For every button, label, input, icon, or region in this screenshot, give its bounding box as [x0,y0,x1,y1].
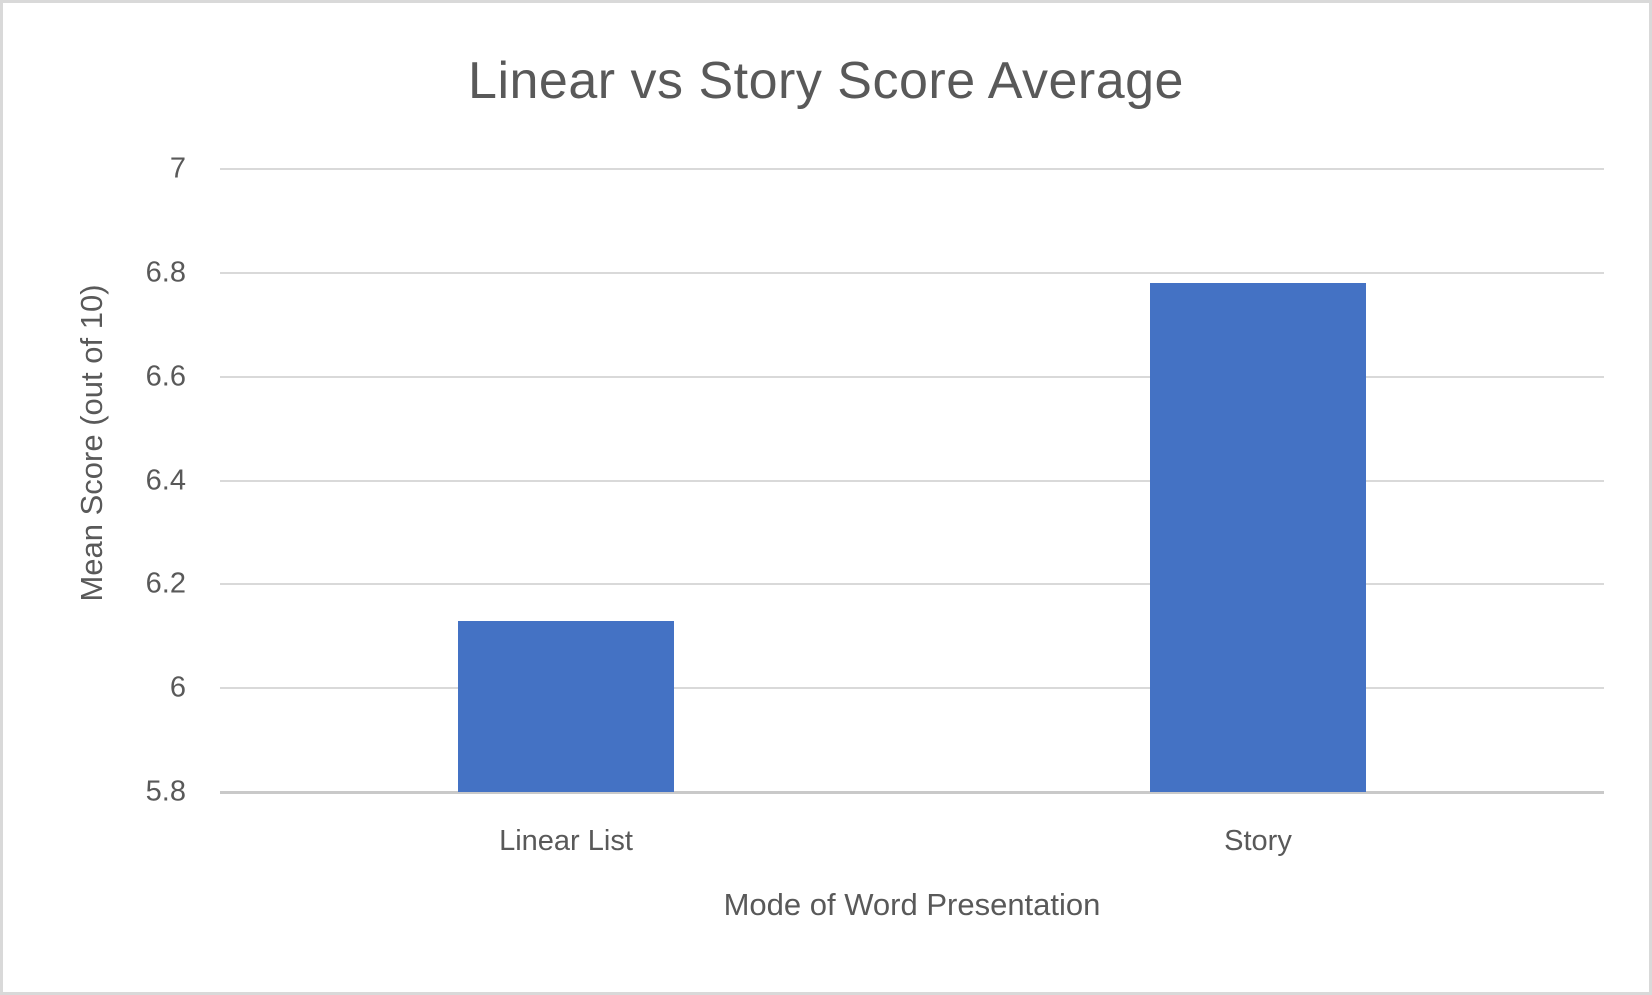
gridline [220,168,1604,170]
x-axis-line [220,791,1604,794]
y-tick-labels: 7 6.8 6.6 6.4 6.2 6 5.8 [63,154,186,806]
gridline [220,271,1604,274]
x-category-label: Linear List [499,825,633,857]
x-category-labels: Linear List Story [220,825,1604,865]
y-tick-label: 6 [169,671,186,704]
gridline [220,687,1604,690]
x-axis-title: Mode of Word Presentation [723,887,1101,922]
gridline [220,583,1604,586]
x-category-label: Story [1224,825,1292,857]
y-tick-label: 6.4 [145,464,186,496]
gridline [220,375,1604,378]
y-tick-label: 6.8 [145,256,186,289]
y-tick-label: 6.2 [145,567,186,600]
y-tick-label: 5.8 [145,775,186,808]
chart-title: Linear vs Story Score Average [468,52,1184,110]
y-tick-label: 7 [169,152,186,185]
bar-linear-list [458,620,674,792]
y-tick-label: 6.6 [145,360,186,393]
plot-area [220,168,1604,794]
bar-story [1150,283,1366,792]
gridline [220,479,1604,482]
